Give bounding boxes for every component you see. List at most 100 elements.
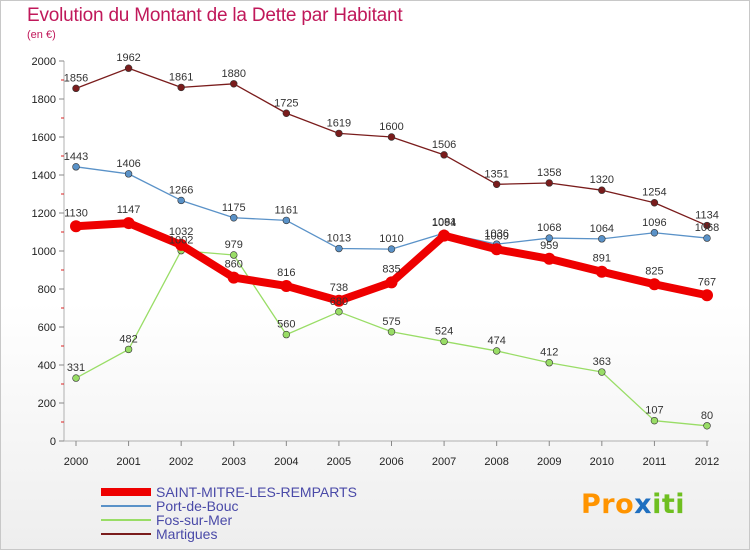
- data-label-martigues: 1619: [327, 117, 351, 129]
- series-line-martigues: [75, 67, 708, 227]
- data-point-saint-mitre-les-remparts: [648, 278, 661, 291]
- data-label-martigues: 1320: [590, 174, 614, 186]
- data-point-fos-sur-mer: [650, 416, 659, 425]
- data-label-port-de-bouc: 1036: [484, 228, 508, 240]
- data-point-fos-sur-mer: [124, 345, 133, 354]
- chart-legend: SAINT-MITRE-LES-REMPARTS Port-de-Bouc Fos-…: [101, 485, 357, 541]
- legend-item: Martigues: [101, 527, 357, 541]
- data-point-port-de-bouc: [703, 234, 711, 242]
- data-point-saint-mitre-les-remparts: [595, 265, 608, 278]
- data-point-martigues: [703, 221, 711, 230]
- data-label-fos-sur-mer: 575: [382, 316, 400, 328]
- data-label-martigues: 1962: [116, 52, 140, 64]
- y-tick-label: 600: [38, 322, 56, 334]
- y-tick-label: 1800: [32, 94, 56, 106]
- data-label-saint-mitre-les-remparts: 1032: [169, 226, 193, 238]
- x-tick-label: 2008: [484, 456, 508, 468]
- x-tick-label: 2007: [432, 456, 456, 468]
- data-point-martigues: [650, 199, 659, 207]
- data-label-port-de-bouc: 1161: [275, 204, 299, 216]
- data-label-fos-sur-mer: 1002: [169, 235, 193, 247]
- data-point-saint-mitre-les-remparts: [701, 289, 713, 302]
- data-point-fos-sur-mer: [230, 251, 238, 259]
- x-tick-label: 2006: [379, 456, 403, 468]
- data-point-fos-sur-mer: [440, 337, 448, 346]
- data-point-saint-mitre-les-remparts: [543, 252, 556, 265]
- data-label-port-de-bouc: 1096: [642, 217, 666, 229]
- data-point-port-de-bouc: [335, 244, 343, 253]
- y-tick-label: 1200: [32, 208, 56, 220]
- legend-label: Fos-sur-Mer: [156, 512, 233, 528]
- y-tick-label: 400: [38, 360, 56, 372]
- data-label-martigues: 1351: [484, 168, 508, 180]
- data-point-saint-mitre-les-remparts: [280, 279, 293, 292]
- x-tick-label: 2012: [695, 456, 719, 468]
- data-label-saint-mitre-les-remparts: 959: [540, 240, 558, 252]
- data-label-port-de-bouc: 1010: [379, 233, 403, 245]
- data-point-martigues: [545, 179, 553, 187]
- data-label-saint-mitre-les-remparts: 1009: [484, 230, 508, 242]
- data-point-martigues: [598, 186, 606, 194]
- data-point-saint-mitre-les-remparts: [490, 243, 503, 256]
- data-label-port-de-bouc: 1064: [590, 223, 614, 235]
- data-point-martigues: [440, 151, 448, 159]
- data-point-fos-sur-mer: [72, 374, 80, 382]
- legend-swatch: [101, 519, 151, 521]
- chart-subtitle: (en €): [27, 29, 56, 41]
- data-point-port-de-bouc: [282, 216, 291, 225]
- legend-label: Port-de-Bouc: [156, 498, 239, 514]
- data-point-port-de-bouc: [650, 229, 659, 237]
- chart-title: Evolution du Montant de la Dette par Hab…: [27, 5, 403, 26]
- data-label-saint-mitre-les-remparts: 816: [277, 267, 295, 279]
- x-tick-label: 2004: [274, 456, 298, 468]
- data-label-martigues: 1861: [169, 71, 193, 83]
- data-label-martigues: 1725: [274, 97, 298, 109]
- data-point-martigues: [124, 64, 133, 72]
- proxiti-logo: Proxiti: [581, 489, 685, 520]
- legend-label: SAINT-MITRE-LES-REMPARTS: [156, 484, 357, 500]
- y-tick-label: 800: [38, 284, 56, 296]
- data-point-saint-mitre-les-remparts: [332, 294, 345, 307]
- data-point-martigues: [72, 84, 80, 93]
- data-label-fos-sur-mer: 363: [593, 356, 611, 368]
- data-label-martigues: 1134: [695, 210, 719, 222]
- data-point-port-de-bouc: [177, 196, 185, 205]
- x-tick-label: 2009: [537, 456, 561, 468]
- data-label-saint-mitre-les-remparts: 1130: [64, 207, 88, 219]
- data-label-saint-mitre-les-remparts: 767: [698, 276, 716, 288]
- data-point-port-de-bouc: [124, 170, 133, 178]
- data-label-fos-sur-mer: 979: [225, 239, 243, 251]
- data-point-saint-mitre-les-remparts: [70, 220, 82, 233]
- data-point-saint-mitre-les-remparts: [227, 271, 240, 284]
- data-label-martigues: 1880: [222, 68, 246, 80]
- data-point-fos-sur-mer: [387, 328, 396, 336]
- data-label-port-de-bouc: 1175: [222, 202, 246, 214]
- data-label-port-de-bouc: 1266: [169, 184, 193, 196]
- y-tick-label: 1400: [32, 170, 56, 182]
- data-label-fos-sur-mer: 560: [277, 319, 295, 331]
- data-point-port-de-bouc: [72, 163, 80, 171]
- y-tick-label: 2000: [32, 56, 56, 68]
- legend-item: SAINT-MITRE-LES-REMPARTS: [101, 485, 357, 499]
- data-label-saint-mitre-les-remparts: 1081: [432, 217, 456, 229]
- data-label-port-de-bouc: 1068: [537, 222, 561, 234]
- data-point-fos-sur-mer: [492, 347, 501, 355]
- data-label-martigues: 1600: [379, 121, 403, 133]
- data-point-fos-sur-mer: [282, 330, 291, 339]
- x-tick-label: 2003: [222, 456, 246, 468]
- x-tick-label: 2002: [169, 456, 193, 468]
- data-label-saint-mitre-les-remparts: 825: [645, 265, 663, 277]
- y-tick-label: 1000: [32, 246, 56, 258]
- data-label-martigues: 1358: [537, 167, 561, 179]
- data-label-martigues: 1856: [64, 72, 88, 84]
- data-point-martigues: [230, 80, 238, 88]
- data-label-fos-sur-mer: 680: [330, 296, 348, 308]
- y-tick-label: 200: [38, 398, 56, 410]
- data-point-port-de-bouc: [598, 235, 606, 243]
- data-point-port-de-bouc: [387, 245, 396, 253]
- data-point-fos-sur-mer: [703, 422, 711, 430]
- legend-item: Fos-sur-Mer: [101, 513, 357, 527]
- y-tick-label: 1600: [32, 132, 56, 144]
